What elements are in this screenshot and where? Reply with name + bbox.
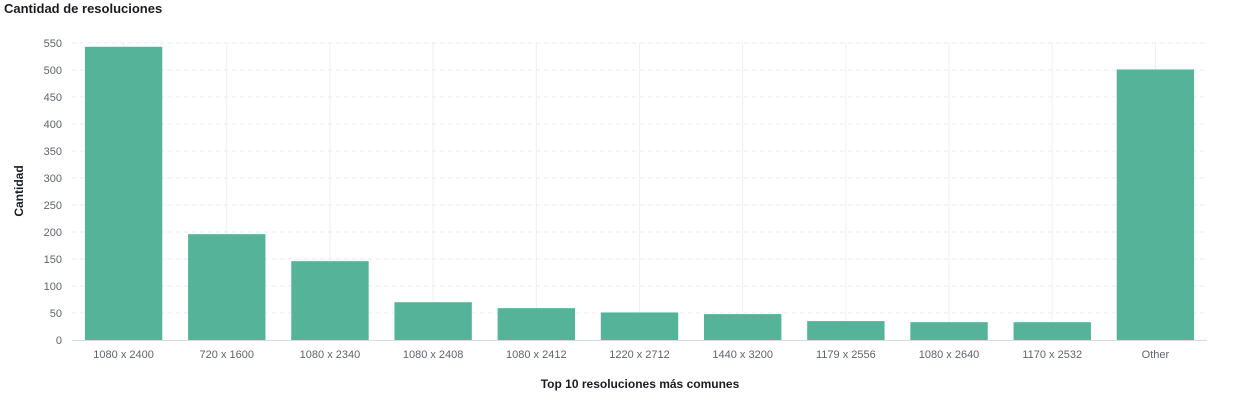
bar-1170x2532[interactable] xyxy=(1013,322,1091,340)
y-tick-label: 250 xyxy=(44,200,62,212)
bar-1080x2340[interactable] xyxy=(291,261,369,340)
y-tick-label: 450 xyxy=(44,92,62,104)
x-tick-label: 1179 x 2556 xyxy=(816,349,876,361)
x-tick-label: 1220 x 2712 xyxy=(609,349,670,361)
bar-other[interactable] xyxy=(1116,69,1195,341)
bar-720x1600[interactable] xyxy=(188,234,266,340)
y-axis-title: Cantidad xyxy=(12,165,26,216)
axes: 0 50 100 150 200 250 300 350 400 450 500 550 1080 x … xyxy=(44,38,1207,361)
y-tick-label: 300 xyxy=(44,173,62,185)
bars xyxy=(84,46,1195,341)
x-tick-label: 1080 x 2340 xyxy=(300,349,361,361)
y-tick-label: 350 xyxy=(44,146,62,158)
bar-1220x2712[interactable] xyxy=(600,312,679,340)
panel-title: Cantidad de resoluciones xyxy=(4,1,163,16)
y-tick-label: 0 xyxy=(56,335,62,347)
x-tick-label: 1080 x 2400 xyxy=(93,349,154,361)
bar-1080x2412[interactable] xyxy=(497,308,576,340)
bar-1080x2640[interactable] xyxy=(910,322,988,340)
x-axis-title: Top 10 resoluciones más comunes xyxy=(541,377,740,391)
x-tick-label: 1080 x 2408 xyxy=(403,349,464,361)
x-tick-label: 1080 x 2640 xyxy=(919,349,980,361)
y-tick-label: 200 xyxy=(44,227,62,239)
x-tick-label: Other xyxy=(1142,349,1170,361)
y-tick-label: 550 xyxy=(44,38,62,50)
y-tick-label: 100 xyxy=(44,281,62,293)
x-tick-label: 1440 x 3200 xyxy=(712,349,773,361)
bar-1080x2400[interactable] xyxy=(84,46,163,340)
y-tick-label: 500 xyxy=(44,65,62,77)
y-tick-label: 400 xyxy=(44,119,62,131)
bar-1080x2408[interactable] xyxy=(394,302,472,340)
y-tick-label: 150 xyxy=(44,254,62,266)
bar-1440x3200[interactable] xyxy=(703,314,782,340)
x-tick-label: 1170 x 2532 xyxy=(1022,349,1082,361)
bar-1179x2556[interactable] xyxy=(807,321,885,340)
y-tick-label: 50 xyxy=(50,308,62,320)
x-tick-label: 720 x 1600 xyxy=(200,349,254,361)
x-tick-label: 1080 x 2412 xyxy=(506,349,567,361)
